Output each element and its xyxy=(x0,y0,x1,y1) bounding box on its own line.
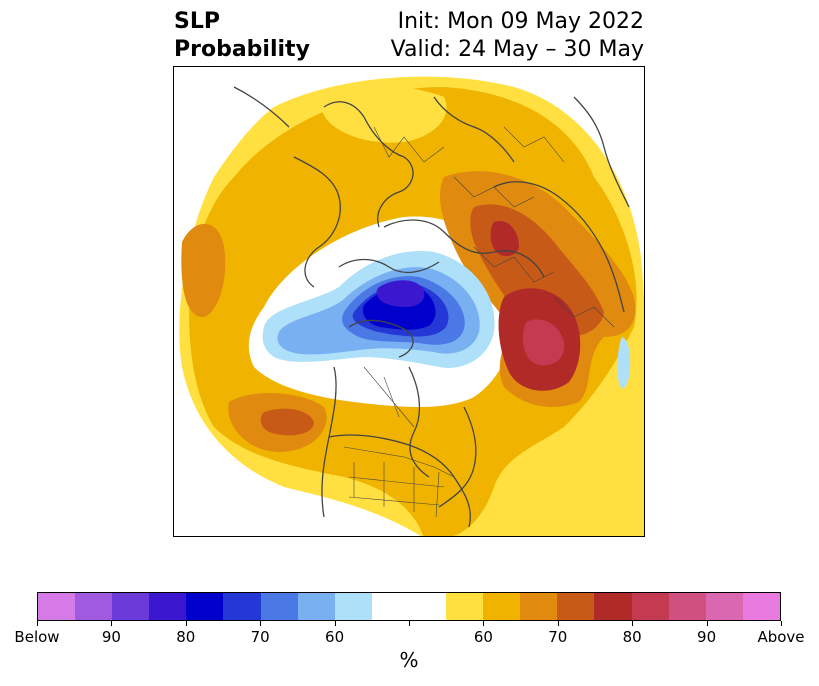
colorbar xyxy=(37,592,781,621)
colorbar-segment xyxy=(75,593,113,620)
colorbar-segment xyxy=(557,593,595,620)
colorbar-tick-label: 90 xyxy=(697,628,717,646)
map-region-indigo xyxy=(376,280,425,307)
map-title: SLP Probability xyxy=(174,8,310,64)
colorbar-tick-label: 70 xyxy=(548,628,568,646)
map-region-blue-bering xyxy=(282,320,335,351)
colorbar-tick-label: 80 xyxy=(176,628,196,646)
map-region-pale-blue-east xyxy=(617,337,631,389)
colorbar-tick-label: Below xyxy=(14,628,60,646)
colorbar-segment xyxy=(112,593,150,620)
colorbar-tick-label: 60 xyxy=(325,628,345,646)
colorbar-segment xyxy=(186,593,224,620)
colorbar-segment xyxy=(483,593,521,620)
colorbar-segment xyxy=(594,593,632,620)
init-date: Init: Mon 09 May 2022 xyxy=(397,9,644,34)
colorbar-tick-label: 70 xyxy=(250,628,270,646)
colorbar-tick-label: 80 xyxy=(622,628,642,646)
colorbar-tick xyxy=(111,621,113,626)
map-region-light-yellow-north xyxy=(320,85,447,143)
colorbar-unit: % xyxy=(399,648,419,672)
colorbar-segment xyxy=(446,593,484,620)
title-subtitle: Probability xyxy=(174,37,310,62)
borders xyxy=(343,126,615,518)
colorbar-segment xyxy=(631,593,669,620)
colorbar-segment xyxy=(520,593,558,620)
colorbar-tick xyxy=(781,621,782,626)
colorbar-tick xyxy=(260,621,262,626)
colorbar-segment xyxy=(38,593,76,620)
colorbar-segment xyxy=(668,593,706,620)
colorbar-segment xyxy=(297,593,335,620)
colorbar-segment xyxy=(260,593,298,620)
date-info: Init: Mon 09 May 2022 Valid: 24 May – 30… xyxy=(391,8,644,64)
colorbar-segment xyxy=(334,593,372,620)
colorbar-tick xyxy=(37,621,38,626)
colorbar-tick xyxy=(557,621,559,626)
colorbar-tick-label: Above xyxy=(757,628,805,646)
colorbar-segment xyxy=(742,593,780,620)
map-region-rose xyxy=(522,319,565,366)
probability-map xyxy=(179,76,644,536)
colorbar-segment xyxy=(408,593,447,620)
colorbar-tick xyxy=(185,621,187,626)
coastlines xyxy=(233,86,630,528)
colorbar-tick xyxy=(632,621,634,626)
map-panel xyxy=(173,66,645,537)
map-region-red-north xyxy=(490,221,519,257)
colorbar-tick xyxy=(706,621,708,626)
colorbar-tick xyxy=(483,621,485,626)
colorbar-tick xyxy=(334,621,336,626)
colorbar-segment xyxy=(223,593,261,620)
colorbar-segment xyxy=(371,593,409,620)
colorbar-segment xyxy=(705,593,743,620)
valid-range: Valid: 24 May – 30 May xyxy=(390,37,644,62)
title-variable: SLP xyxy=(174,9,220,34)
colorbar-tick-label: 60 xyxy=(473,628,493,646)
colorbar-tick-label: 90 xyxy=(101,628,121,646)
colorbar-segment xyxy=(149,593,187,620)
colorbar-tick xyxy=(409,621,410,626)
map-region-darkorange-south xyxy=(260,408,314,436)
map-region-orange-west xyxy=(181,223,226,318)
